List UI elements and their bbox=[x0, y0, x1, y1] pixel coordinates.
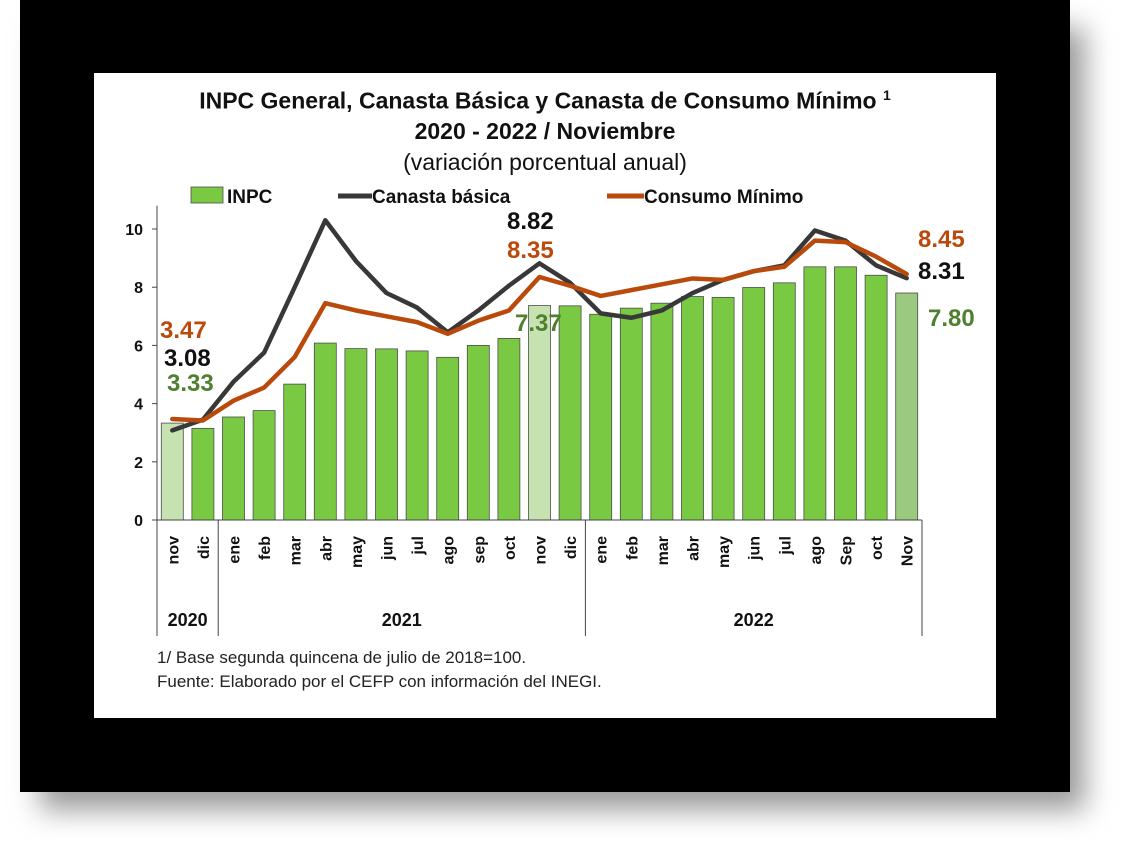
x-tick-label: mar bbox=[288, 536, 305, 565]
legend-label-inpc: INPC bbox=[227, 187, 273, 208]
bar-inpc bbox=[895, 292, 919, 521]
bar-inpc bbox=[834, 266, 857, 521]
bar-inpc bbox=[497, 338, 521, 521]
chart-title-line1: INPC General, Canasta Básica y Canasta d… bbox=[199, 87, 877, 114]
x-tick-label: nov bbox=[533, 536, 550, 565]
data-label: 8.31 bbox=[918, 258, 965, 285]
data-label: 3.47 bbox=[160, 317, 207, 344]
bar-inpc bbox=[160, 422, 184, 521]
legend-label-consumo: Consumo Mínimo bbox=[644, 187, 803, 208]
x-tick-label: Sep bbox=[839, 536, 856, 566]
x-tick-label: sep bbox=[471, 536, 488, 564]
bar-inpc bbox=[283, 383, 307, 521]
data-label: 8.82 bbox=[507, 208, 554, 235]
bar-inpc bbox=[772, 282, 796, 521]
chart-title-footnote-mark: 1 bbox=[883, 87, 891, 103]
x-tick-label: jul bbox=[410, 536, 427, 556]
bar-inpc bbox=[558, 305, 582, 521]
x-tick-label: jun bbox=[747, 536, 764, 561]
bar-inpc bbox=[864, 274, 888, 521]
bar-inpc bbox=[375, 348, 398, 521]
year-label: 2020 bbox=[168, 610, 208, 630]
x-tick-label: feb bbox=[257, 536, 274, 560]
chart-title-years: 2020 - 2022 / Noviembre bbox=[414, 118, 676, 144]
year-label: 2021 bbox=[382, 610, 422, 630]
data-label: 7.80 bbox=[928, 305, 975, 332]
footnote-source: Fuente: Elaborado por el CEFP con inform… bbox=[157, 672, 602, 691]
x-tick-label: nov bbox=[165, 536, 182, 565]
y-tick-label: 4 bbox=[134, 397, 143, 414]
footnote-base: 1/ Base segunda quincena de julio de 201… bbox=[157, 648, 527, 667]
bar-inpc bbox=[191, 427, 215, 521]
legend-swatch-inpc bbox=[190, 186, 224, 204]
data-label: 7.37 bbox=[515, 310, 562, 337]
chart-panel: INPC General, Canasta Básica y Canasta d… bbox=[94, 73, 996, 718]
bar-inpc bbox=[528, 305, 551, 521]
x-tick-label: ago bbox=[441, 536, 458, 565]
y-tick-label: 6 bbox=[134, 338, 143, 355]
bar-inpc bbox=[742, 287, 766, 521]
bar-inpc bbox=[466, 344, 490, 521]
bar-inpc bbox=[344, 348, 368, 521]
bar-inpc bbox=[681, 296, 704, 521]
year-label: 2022 bbox=[734, 610, 774, 630]
x-tick-label: abr bbox=[318, 536, 335, 561]
x-tick-label: dic bbox=[196, 536, 213, 559]
x-tick-label: may bbox=[349, 536, 366, 568]
legend-label-canasta: Canasta básica bbox=[372, 187, 511, 208]
x-tick-label: jul bbox=[777, 536, 794, 556]
bar-inpc bbox=[589, 313, 613, 521]
chart-subtitle: (variación porcentual anual) bbox=[403, 149, 687, 175]
data-label: 8.45 bbox=[918, 226, 965, 253]
data-label: 3.33 bbox=[167, 370, 214, 397]
x-tick-label: may bbox=[716, 536, 733, 568]
line-consumo-minimo bbox=[170, 238, 909, 423]
bar-inpc bbox=[650, 302, 674, 521]
data-label: 8.35 bbox=[507, 237, 554, 264]
x-tick-label: mar bbox=[655, 536, 672, 565]
bar-inpc bbox=[619, 307, 643, 521]
bar-inpc bbox=[313, 342, 337, 521]
y-tick-label: 2 bbox=[134, 455, 143, 472]
bar-inpc bbox=[405, 350, 429, 521]
x-tick-label: ago bbox=[808, 536, 825, 565]
x-tick-label: oct bbox=[502, 535, 519, 560]
bar-inpc bbox=[803, 266, 827, 521]
bar-inpc bbox=[252, 410, 276, 521]
x-tick-label: dic bbox=[563, 536, 580, 559]
x-tick-label: oct bbox=[869, 535, 886, 560]
y-tick-label: 0 bbox=[134, 513, 143, 530]
x-tick-label: Nov bbox=[900, 536, 917, 566]
y-tick-label: 8 bbox=[134, 280, 143, 297]
bar-inpc bbox=[222, 416, 245, 521]
data-label: 3.08 bbox=[164, 345, 211, 372]
bar-inpc bbox=[436, 356, 460, 521]
y-tick-label: 10 bbox=[125, 222, 143, 239]
x-tick-label: feb bbox=[624, 536, 641, 560]
x-tick-label: abr bbox=[686, 536, 703, 561]
x-tick-label: ene bbox=[227, 536, 244, 564]
x-tick-label: jun bbox=[380, 536, 397, 561]
bar-inpc bbox=[711, 296, 735, 521]
x-tick-label: ene bbox=[594, 536, 611, 564]
chart-title: INPC General, Canasta Básica y Canasta d… bbox=[94, 87, 996, 115]
